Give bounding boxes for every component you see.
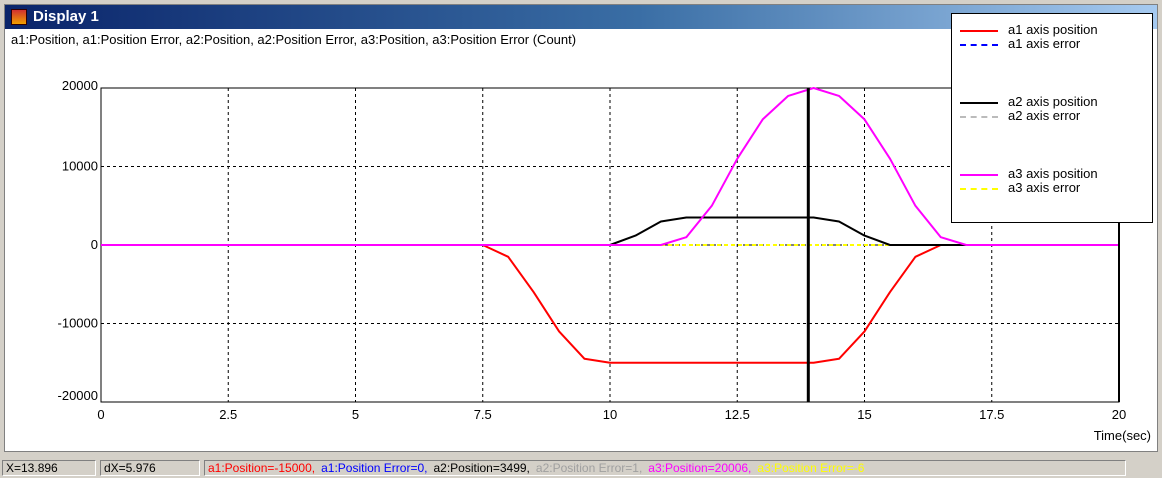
- y-tick-label: 20000: [62, 78, 98, 93]
- chart-subtitle: a1:Position, a1:Position Error, a2:Posit…: [11, 32, 577, 47]
- x-tick-label: 10: [603, 407, 617, 422]
- y-tick-label: 10000: [62, 159, 98, 174]
- legend-label-a3-error: a3 axis error: [1008, 180, 1081, 195]
- x-tick-label: 20: [1112, 407, 1126, 422]
- y-tick-label: 0: [91, 237, 98, 252]
- plot-area[interactable]: 0 2.5 5 7.5 10 12.5 15 17.5 20 20000 10000 0 -10000 -…: [5, 5, 1157, 451]
- cursor-x-readout: X=13.896: [2, 460, 96, 476]
- legend-swatch-a2-error: [960, 116, 998, 118]
- legend-label-a1-error: a1 axis error: [1008, 36, 1081, 51]
- legend-item-a1: a1 axis position a1 axis error: [952, 20, 1152, 54]
- value-a3-position: a3:Position=20006,: [648, 461, 752, 475]
- legend-label-a2-error: a2 axis error: [1008, 108, 1081, 123]
- series-line-a1-axis-position: [101, 244, 1119, 364]
- grid-icon: [11, 9, 27, 25]
- value-a1-error: a1:Position Error=0,: [321, 461, 428, 475]
- legend-swatch-a3-position: [960, 174, 998, 176]
- value-a2-position: a2:Position=3499,: [433, 461, 530, 475]
- x-axis-label: Time(sec): [1094, 428, 1151, 443]
- x-tick-label: 12.5: [725, 407, 750, 422]
- x-tick-label: 15: [857, 407, 871, 422]
- legend-label-a3-position: a3 axis position: [1008, 166, 1098, 181]
- legend-label-a1-position: a1 axis position: [1008, 22, 1098, 37]
- series-line-a3-axis-position: [101, 87, 1119, 246]
- window-title: Display 1: [33, 8, 99, 25]
- y-tick-label: -10000: [58, 316, 98, 331]
- legend-swatch-a2-position: [960, 102, 998, 104]
- x-tick-label: 0: [97, 407, 104, 422]
- y-tick-label: -20000: [58, 388, 98, 403]
- value-a1-position: a1:Position=-15000,: [208, 461, 316, 475]
- legend-item-a2: a2 axis position a2 axis error: [952, 92, 1152, 126]
- values-readout: a1:Position=-15000, a1:Position Error=0, a…: [204, 460, 1126, 476]
- x-tick-label: 2.5: [219, 407, 237, 422]
- legend-swatch-a1-error: [960, 44, 998, 46]
- legend-label-a2-position: a2 axis position: [1008, 94, 1098, 109]
- value-a2-error: a2:Position Error=1,: [535, 461, 643, 475]
- x-tick-label: 7.5: [474, 407, 492, 422]
- cursor-dx-readout: dX=5.976: [100, 460, 200, 476]
- legend-item-a3: a3 axis position a3 axis error: [952, 164, 1152, 198]
- legend-swatch-a1-position: [960, 30, 998, 32]
- legend: a1 axis position a1 axis error a2 axis p…: [951, 13, 1153, 223]
- legend-swatch-a3-error: [960, 188, 998, 190]
- value-a3-error: a3:Position Error=-6: [757, 461, 865, 475]
- display-window: Display 1 a1:Position, a1:Position Error…: [4, 4, 1158, 452]
- x-tick-label: 5: [352, 407, 359, 422]
- x-tick-label: 17.5: [979, 407, 1004, 422]
- status-bar: X=13.896 dX=5.976 a1:Position=-15000, a1:…: [0, 458, 1162, 478]
- series-line-a2-axis-position: [101, 216, 1119, 246]
